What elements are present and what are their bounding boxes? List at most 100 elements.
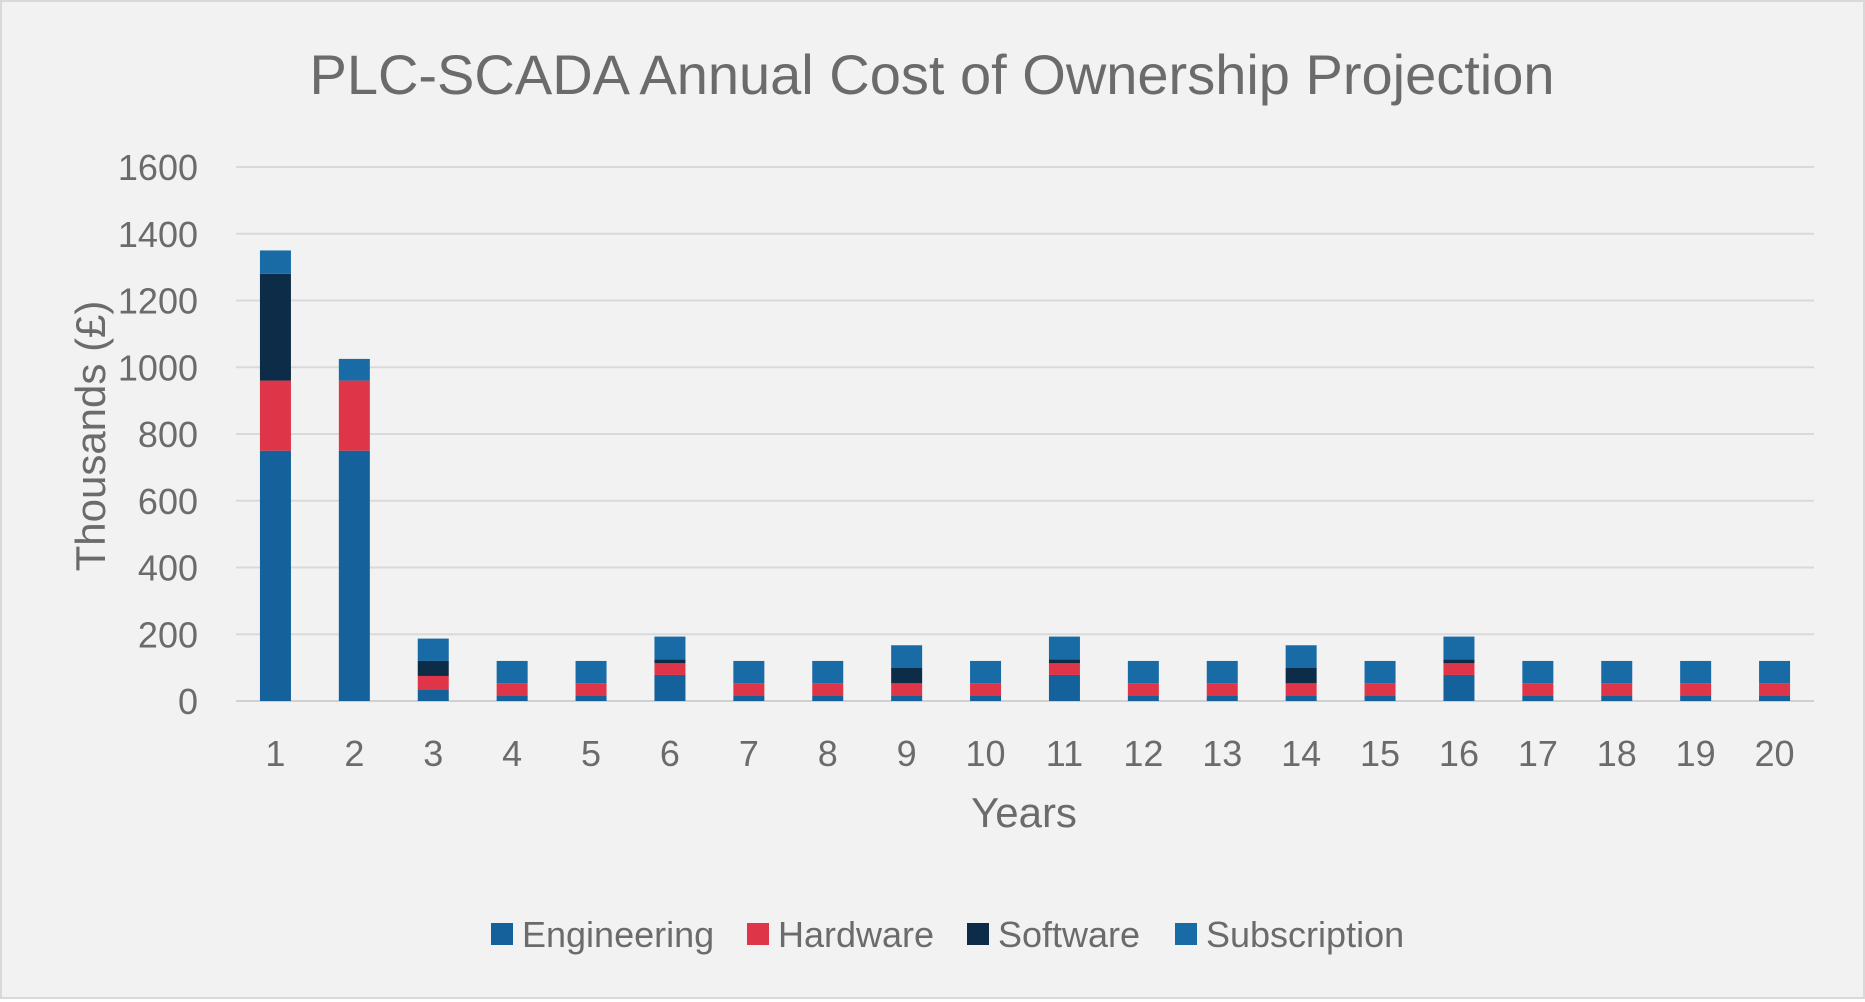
bar-segment-subscription xyxy=(970,660,1002,684)
x-tick-label: 9 xyxy=(897,733,917,774)
bar-segment-hardware xyxy=(733,683,765,696)
bar-segment-engineering xyxy=(970,695,1002,701)
bar-segment-engineering xyxy=(1048,674,1080,701)
legend-swatch xyxy=(967,923,989,945)
bar-segment-subscription xyxy=(575,660,607,684)
bar-segment-engineering xyxy=(1759,695,1791,701)
bar-segment-engineering xyxy=(1285,695,1317,701)
bar-segment-subscription xyxy=(1048,636,1080,660)
bar-segment-hardware xyxy=(417,675,449,690)
x-tick-label: 15 xyxy=(1360,733,1400,774)
bar-segment-hardware xyxy=(1364,683,1396,696)
bar-segment-subscription xyxy=(1285,645,1317,668)
bar-segment-hardware xyxy=(1206,683,1238,696)
bar-segment-engineering xyxy=(733,695,765,701)
x-tick-label: 17 xyxy=(1518,733,1558,774)
bar-segment-hardware xyxy=(1443,663,1475,675)
legend-swatch xyxy=(747,923,769,945)
bar-segment-software xyxy=(654,659,686,664)
x-tick-label: 10 xyxy=(966,733,1006,774)
bar-segment-hardware xyxy=(575,683,607,696)
x-axis-label: Years xyxy=(971,789,1077,836)
bar-segment-engineering xyxy=(1364,695,1396,701)
bar-segment-hardware xyxy=(259,380,291,451)
gridlines xyxy=(236,166,1814,702)
bar-segment-subscription xyxy=(417,638,449,661)
y-tick-label: 1400 xyxy=(118,214,198,255)
y-tick-label: 800 xyxy=(138,414,198,455)
legend-item: Software xyxy=(967,914,1140,955)
y-tick-label: 1600 xyxy=(118,147,198,188)
x-tick-label: 6 xyxy=(660,733,680,774)
bar-segment-engineering xyxy=(1206,695,1238,701)
bar-segment-subscription xyxy=(1127,660,1159,684)
x-tick-label: 3 xyxy=(423,733,443,774)
y-tick-label: 200 xyxy=(138,614,198,655)
x-axis-tick-labels: 1 2 3 4 5 6 7 8 9 10 11 12 13 14 15 16 17 18 19 20 xyxy=(265,733,1794,774)
bar-segment-engineering xyxy=(259,450,291,701)
bar-segment-subscription xyxy=(259,250,291,274)
y-tick-label: 600 xyxy=(138,481,198,522)
legend-label: Subscription xyxy=(1206,914,1404,955)
x-tick-label: 2 xyxy=(344,733,364,774)
x-tick-label: 13 xyxy=(1202,733,1242,774)
x-tick-label: 19 xyxy=(1676,733,1716,774)
bar-segment-subscription xyxy=(654,636,686,660)
bar-segment-software xyxy=(1285,667,1317,684)
bar-segment-hardware xyxy=(1048,663,1080,675)
bar-segment-subscription xyxy=(1522,660,1554,684)
bar-segment-engineering xyxy=(1127,695,1159,701)
bar-segment-hardware xyxy=(1285,683,1317,696)
bar-segment-hardware xyxy=(970,683,1002,696)
bar-segment-engineering xyxy=(1680,695,1712,701)
bar-segment-subscription xyxy=(812,660,844,684)
bar-segment-engineering xyxy=(496,695,528,701)
bar-segment-hardware xyxy=(1680,683,1712,696)
bar-segment-hardware xyxy=(891,683,923,696)
x-tick-label: 5 xyxy=(581,733,601,774)
bar-segment-hardware xyxy=(1601,683,1633,696)
x-tick-label: 12 xyxy=(1123,733,1163,774)
bar-segment-software xyxy=(891,667,923,684)
y-tick-label: 1200 xyxy=(118,281,198,322)
bar-segment-subscription xyxy=(496,660,528,684)
bar-segment-hardware xyxy=(496,683,528,696)
chart-title: PLC-SCADA Annual Cost of Ownership Proje… xyxy=(309,43,1554,106)
x-tick-label: 16 xyxy=(1439,733,1479,774)
bar-segment-hardware xyxy=(338,380,370,451)
x-tick-label: 8 xyxy=(818,733,838,774)
bar-segment-software xyxy=(1048,659,1080,664)
bar-segment-software xyxy=(417,660,449,676)
bar-segment-engineering xyxy=(417,689,449,701)
bar-segment-hardware xyxy=(1522,683,1554,696)
y-tick-label: 400 xyxy=(138,548,198,589)
bar-segment-engineering xyxy=(575,695,607,701)
bar-segment-hardware xyxy=(654,663,686,675)
bar-segment-subscription xyxy=(1601,660,1633,684)
bar-segment-engineering xyxy=(891,695,923,701)
bar-segment-hardware xyxy=(1127,683,1159,696)
bar-segment-engineering xyxy=(1522,695,1554,701)
legend-swatch xyxy=(1175,923,1197,945)
legend: Engineering Hardware Software Subscription xyxy=(491,914,1404,955)
x-tick-label: 1 xyxy=(265,733,285,774)
bar-segment-subscription xyxy=(891,645,923,668)
bar-segment-subscription xyxy=(1364,660,1396,684)
bar-segment-subscription xyxy=(1206,660,1238,684)
legend-label: Hardware xyxy=(778,914,934,955)
bar-segment-software xyxy=(259,273,291,381)
bar-segment-subscription xyxy=(1443,636,1475,660)
bar-segment-engineering xyxy=(1601,695,1633,701)
bar-segment-engineering xyxy=(1443,674,1475,701)
legend-label: Engineering xyxy=(522,914,714,955)
bar-segment-software xyxy=(1443,659,1475,664)
x-tick-label: 14 xyxy=(1281,733,1321,774)
x-tick-label: 11 xyxy=(1046,733,1083,774)
legend-swatch xyxy=(491,923,513,945)
x-tick-label: 18 xyxy=(1597,733,1637,774)
bar-segment-engineering xyxy=(654,674,686,701)
legend-item: Subscription xyxy=(1175,914,1404,955)
bar-segment-engineering xyxy=(812,695,844,701)
